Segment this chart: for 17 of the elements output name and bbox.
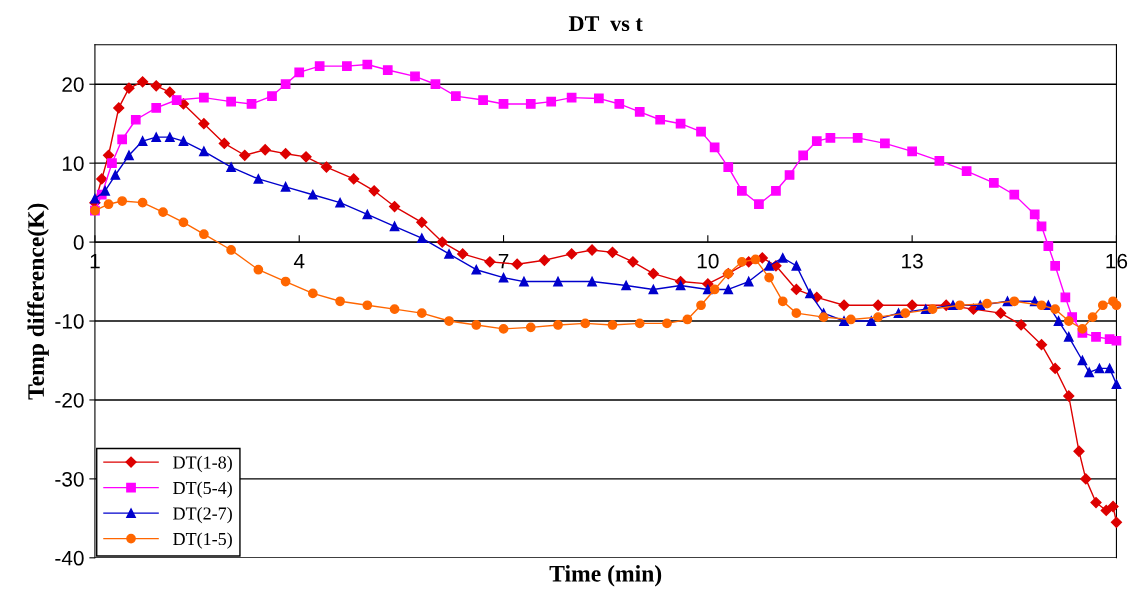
y-tick-label: 0 (73, 235, 84, 250)
x-axis-title: Time (min) (549, 565, 662, 587)
legend-label: DT(5-4) (173, 481, 232, 498)
y-tick-label: 20 (62, 77, 84, 92)
y-tick-label: 10 (62, 156, 84, 171)
chart-title: DT vs t (568, 16, 643, 32)
y-axis-title: Temp difference(K) (27, 203, 49, 400)
y-tick-label: -40 (55, 550, 84, 566)
legend-label: DT(2-7) (173, 506, 232, 524)
x-tick-label: 10 (697, 253, 719, 269)
y-tick-label: -10 (55, 314, 84, 329)
y-tick-label: -20 (55, 392, 84, 408)
legend-label: DT(1-5) (173, 532, 232, 549)
legend-label: DT(1-8) (173, 455, 232, 473)
x-tick-label: 4 (293, 253, 305, 269)
x-tick-label: 13 (902, 253, 923, 269)
y-tick-label: -30 (55, 471, 84, 487)
